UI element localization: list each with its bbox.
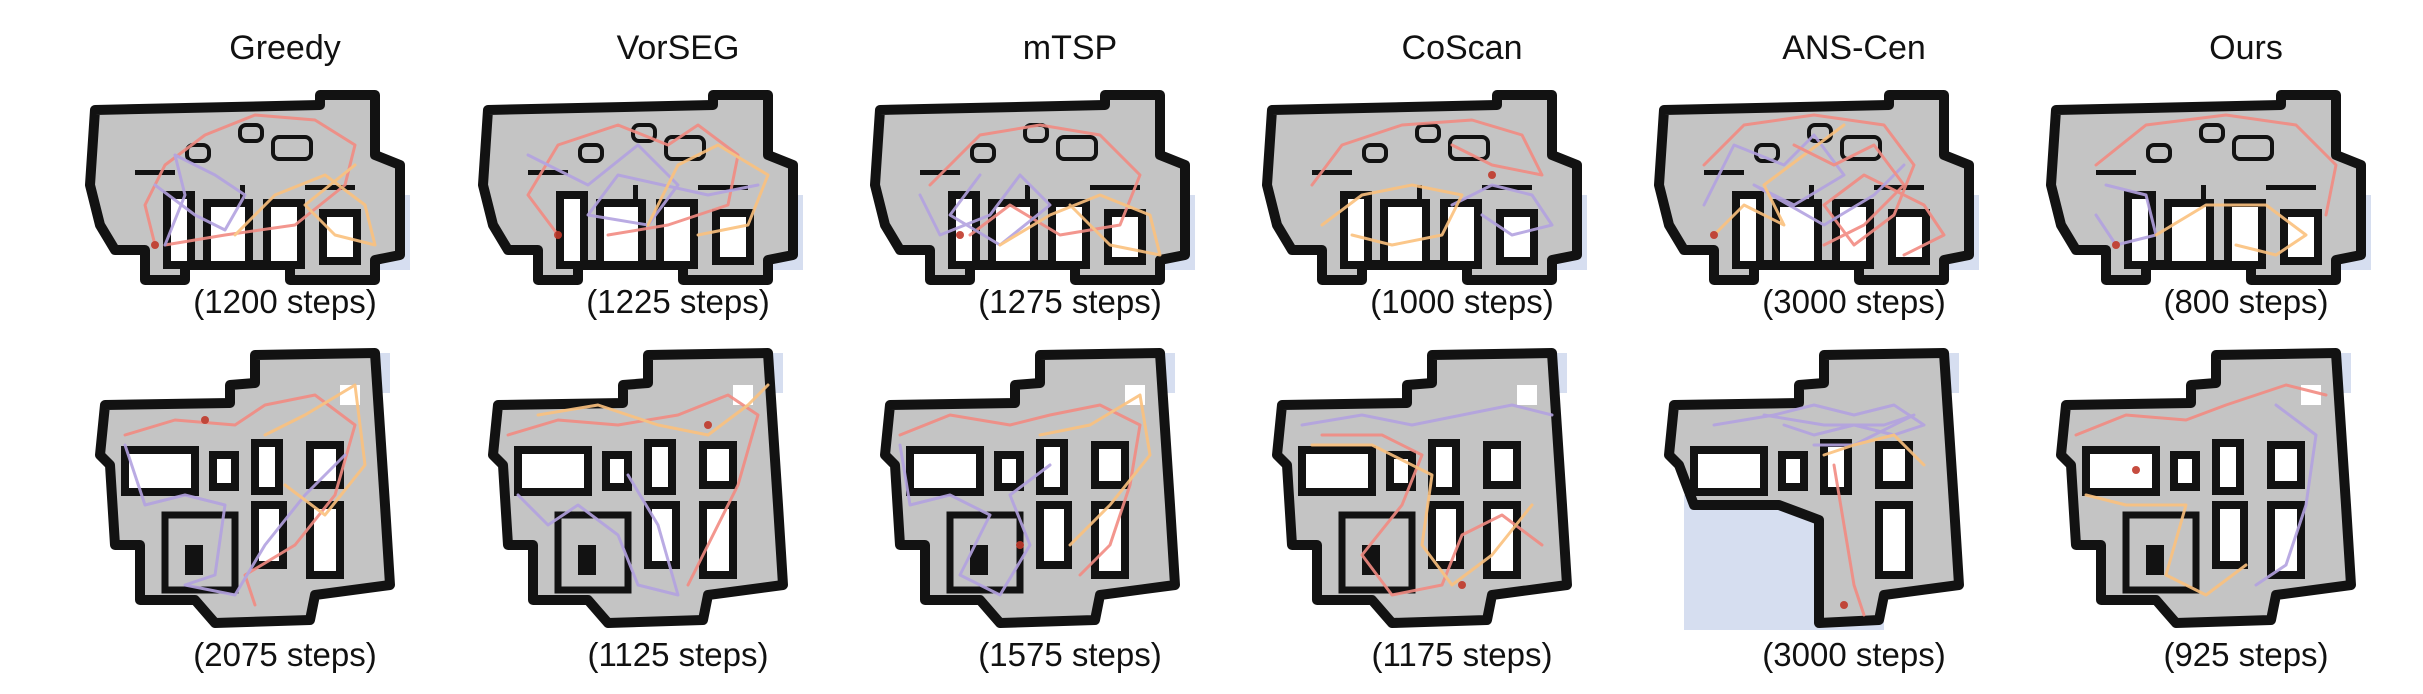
map-scene1-ans-cen <box>1644 85 1994 295</box>
steps-scene2-ans-cen: (3000 steps) <box>1664 635 2044 675</box>
steps-scene1-ours: (800 steps) <box>2056 282 2423 322</box>
map-scene2-ans-cen <box>1654 345 1984 635</box>
steps-scene2-mtsp: (1575 steps) <box>880 635 1260 675</box>
steps-scene1-coscan: (1000 steps) <box>1272 282 1652 322</box>
column-title-coscan: CoScan <box>1272 28 1652 68</box>
map-scene2-vorseg <box>478 345 808 635</box>
map-scene1-greedy <box>75 85 425 295</box>
map-scene2-ours <box>2046 345 2376 635</box>
steps-scene2-ours: (925 steps) <box>2056 635 2423 675</box>
column-title-vorseg: VorSEG <box>488 28 868 68</box>
steps-scene2-vorseg: (1125 steps) <box>488 635 868 675</box>
map-scene2-greedy <box>85 345 415 635</box>
map-scene1-coscan <box>1252 85 1602 295</box>
column-title-greedy: Greedy <box>95 28 475 68</box>
column-title-ans-cen: ANS-Cen <box>1664 28 2044 68</box>
column-title-mtsp: mTSP <box>880 28 1260 68</box>
steps-scene1-vorseg: (1225 steps) <box>488 282 868 322</box>
steps-scene2-coscan: (1175 steps) <box>1272 635 1652 675</box>
steps-scene1-ans-cen: (3000 steps) <box>1664 282 2044 322</box>
map-scene2-coscan <box>1262 345 1592 635</box>
map-scene1-ours <box>2036 85 2386 295</box>
column-title-ours: Ours <box>2056 28 2423 68</box>
steps-scene1-greedy: (1200 steps) <box>95 282 475 322</box>
steps-scene1-mtsp: (1275 steps) <box>880 282 1260 322</box>
map-scene1-vorseg <box>468 85 818 295</box>
steps-scene2-greedy: (2075 steps) <box>95 635 475 675</box>
map-scene2-mtsp <box>870 345 1200 635</box>
trajectory-comparison-grid: Greedy VorSEG mTSP CoScan ANS-Cen Ours (… <box>40 0 2423 694</box>
map-scene1-mtsp <box>860 85 1210 295</box>
